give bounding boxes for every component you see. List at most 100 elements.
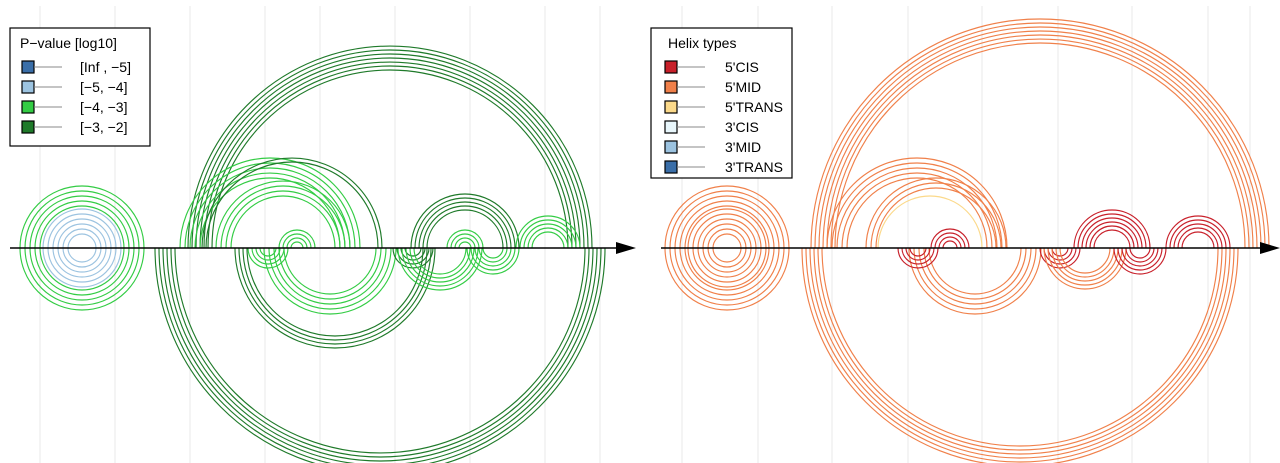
- helix-arc: [1051, 247, 1119, 282]
- helix-arc: [1125, 247, 1155, 263]
- helix-arc: [268, 247, 392, 310]
- helix-arc: [905, 247, 931, 261]
- helix-arc: [19, 185, 145, 249]
- helix-arc: [834, 42, 1246, 249]
- helix-arc: [482, 247, 504, 259]
- helix-arc: [712, 247, 742, 263]
- helix-arc: [1043, 247, 1077, 265]
- helix-arc: [67, 247, 97, 263]
- helix-arc: [454, 237, 476, 249]
- helix-arc: [1077, 213, 1147, 249]
- helix-arc: [179, 157, 361, 249]
- helix-arc: [154, 247, 606, 463]
- helix-arc: [470, 247, 516, 271]
- helix-arc: [679, 247, 775, 296]
- legend-swatch: [21, 60, 35, 74]
- helix-arc: [1113, 247, 1167, 275]
- helix-arc: [913, 247, 1037, 310]
- helix-arc: [47, 213, 117, 249]
- helix-arc: [697, 247, 757, 278]
- helix-arc: [692, 247, 762, 283]
- helix-arc: [404, 247, 422, 257]
- helix-arc: [702, 223, 752, 249]
- helix-arc: [278, 229, 316, 249]
- helix-arc: [263, 247, 397, 315]
- helix-arc: [220, 185, 346, 249]
- legend-swatch: [21, 80, 35, 94]
- helix-arc: [62, 247, 102, 268]
- helix-arc: [215, 180, 351, 249]
- legend-title: Helix types: [668, 35, 736, 51]
- helix-arc: [401, 247, 479, 287]
- helix-arc: [189, 167, 351, 249]
- helix-arc: [817, 247, 1223, 451]
- helix-arc: [875, 187, 997, 249]
- helix-arc: [187, 45, 593, 249]
- helix-arc: [450, 233, 480, 249]
- helix-arc: [273, 247, 387, 305]
- helix-arc: [1039, 247, 1081, 269]
- helix-arc: [1047, 247, 1073, 261]
- helix-arc: [664, 247, 790, 311]
- legend-label: [Inf , −5]: [80, 59, 131, 75]
- helix-arc: [841, 172, 993, 249]
- helix-arc: [1173, 223, 1223, 249]
- helix-arc: [166, 247, 594, 462]
- legend-label: 5'CIS: [725, 59, 759, 75]
- helix-arc: [821, 247, 1219, 447]
- helix-arc: [822, 30, 1258, 249]
- helix-arc: [410, 193, 520, 249]
- helix-arc: [34, 247, 130, 296]
- helix-arc: [1117, 247, 1163, 271]
- helix-arc: [692, 213, 762, 249]
- helix-arc: [466, 247, 520, 275]
- helix-arc: [207, 65, 573, 249]
- helix-arc: [42, 208, 122, 249]
- helix-arc: [826, 157, 1008, 249]
- helix-arc: [679, 200, 775, 249]
- helix-arc: [1121, 247, 1159, 267]
- helix-arc: [1181, 231, 1215, 249]
- helix-arc: [211, 69, 569, 249]
- helix-arc: [162, 247, 598, 463]
- helix-arc: [669, 247, 785, 306]
- helix-arc: [674, 247, 780, 301]
- helix-arc: [1089, 225, 1135, 249]
- axis-arrowhead-icon: [1260, 242, 1280, 254]
- helix-arc: [203, 61, 577, 249]
- legend-label: [−4, −3]: [80, 99, 127, 115]
- helix-arc: [283, 247, 377, 295]
- helix-arc: [278, 247, 382, 300]
- helix-arc: [195, 53, 585, 249]
- helix-arc: [62, 228, 102, 249]
- helix-arc: [19, 247, 145, 311]
- helix-arc: [290, 241, 304, 249]
- helix-arc: [930, 228, 970, 249]
- helix-arc: [39, 247, 125, 291]
- helix-arc: [57, 247, 107, 273]
- legend-label: 3'MID: [725, 139, 761, 155]
- helix-arc: [174, 247, 586, 454]
- helix-arc: [865, 177, 1007, 249]
- helix-arc: [897, 247, 939, 269]
- helix-arc: [57, 223, 107, 249]
- helix-arc: [805, 247, 1235, 463]
- helix-arc: [194, 172, 346, 249]
- helix-arc: [246, 247, 424, 337]
- helix-arc: [684, 247, 770, 291]
- helix-arc: [831, 162, 1003, 249]
- helix-arc: [158, 247, 602, 463]
- helix-arc: [515, 215, 581, 249]
- helix-arc: [1043, 247, 1127, 290]
- helix-arc: [1177, 227, 1219, 249]
- helix-arc: [1059, 247, 1111, 274]
- helix-arc: [414, 197, 516, 249]
- helix-arc: [42, 247, 122, 288]
- helix-arc: [826, 34, 1254, 249]
- helix-arc: [934, 232, 966, 249]
- axis-arrowhead-icon: [616, 242, 636, 254]
- helix-arc: [52, 247, 112, 278]
- helix-arc: [707, 228, 747, 249]
- helix-arc: [702, 247, 752, 273]
- helix-type-legend: Helix types 5'CIS 5'MID 5'TRANS 3'CIS 3'MID 3…: [650, 27, 793, 179]
